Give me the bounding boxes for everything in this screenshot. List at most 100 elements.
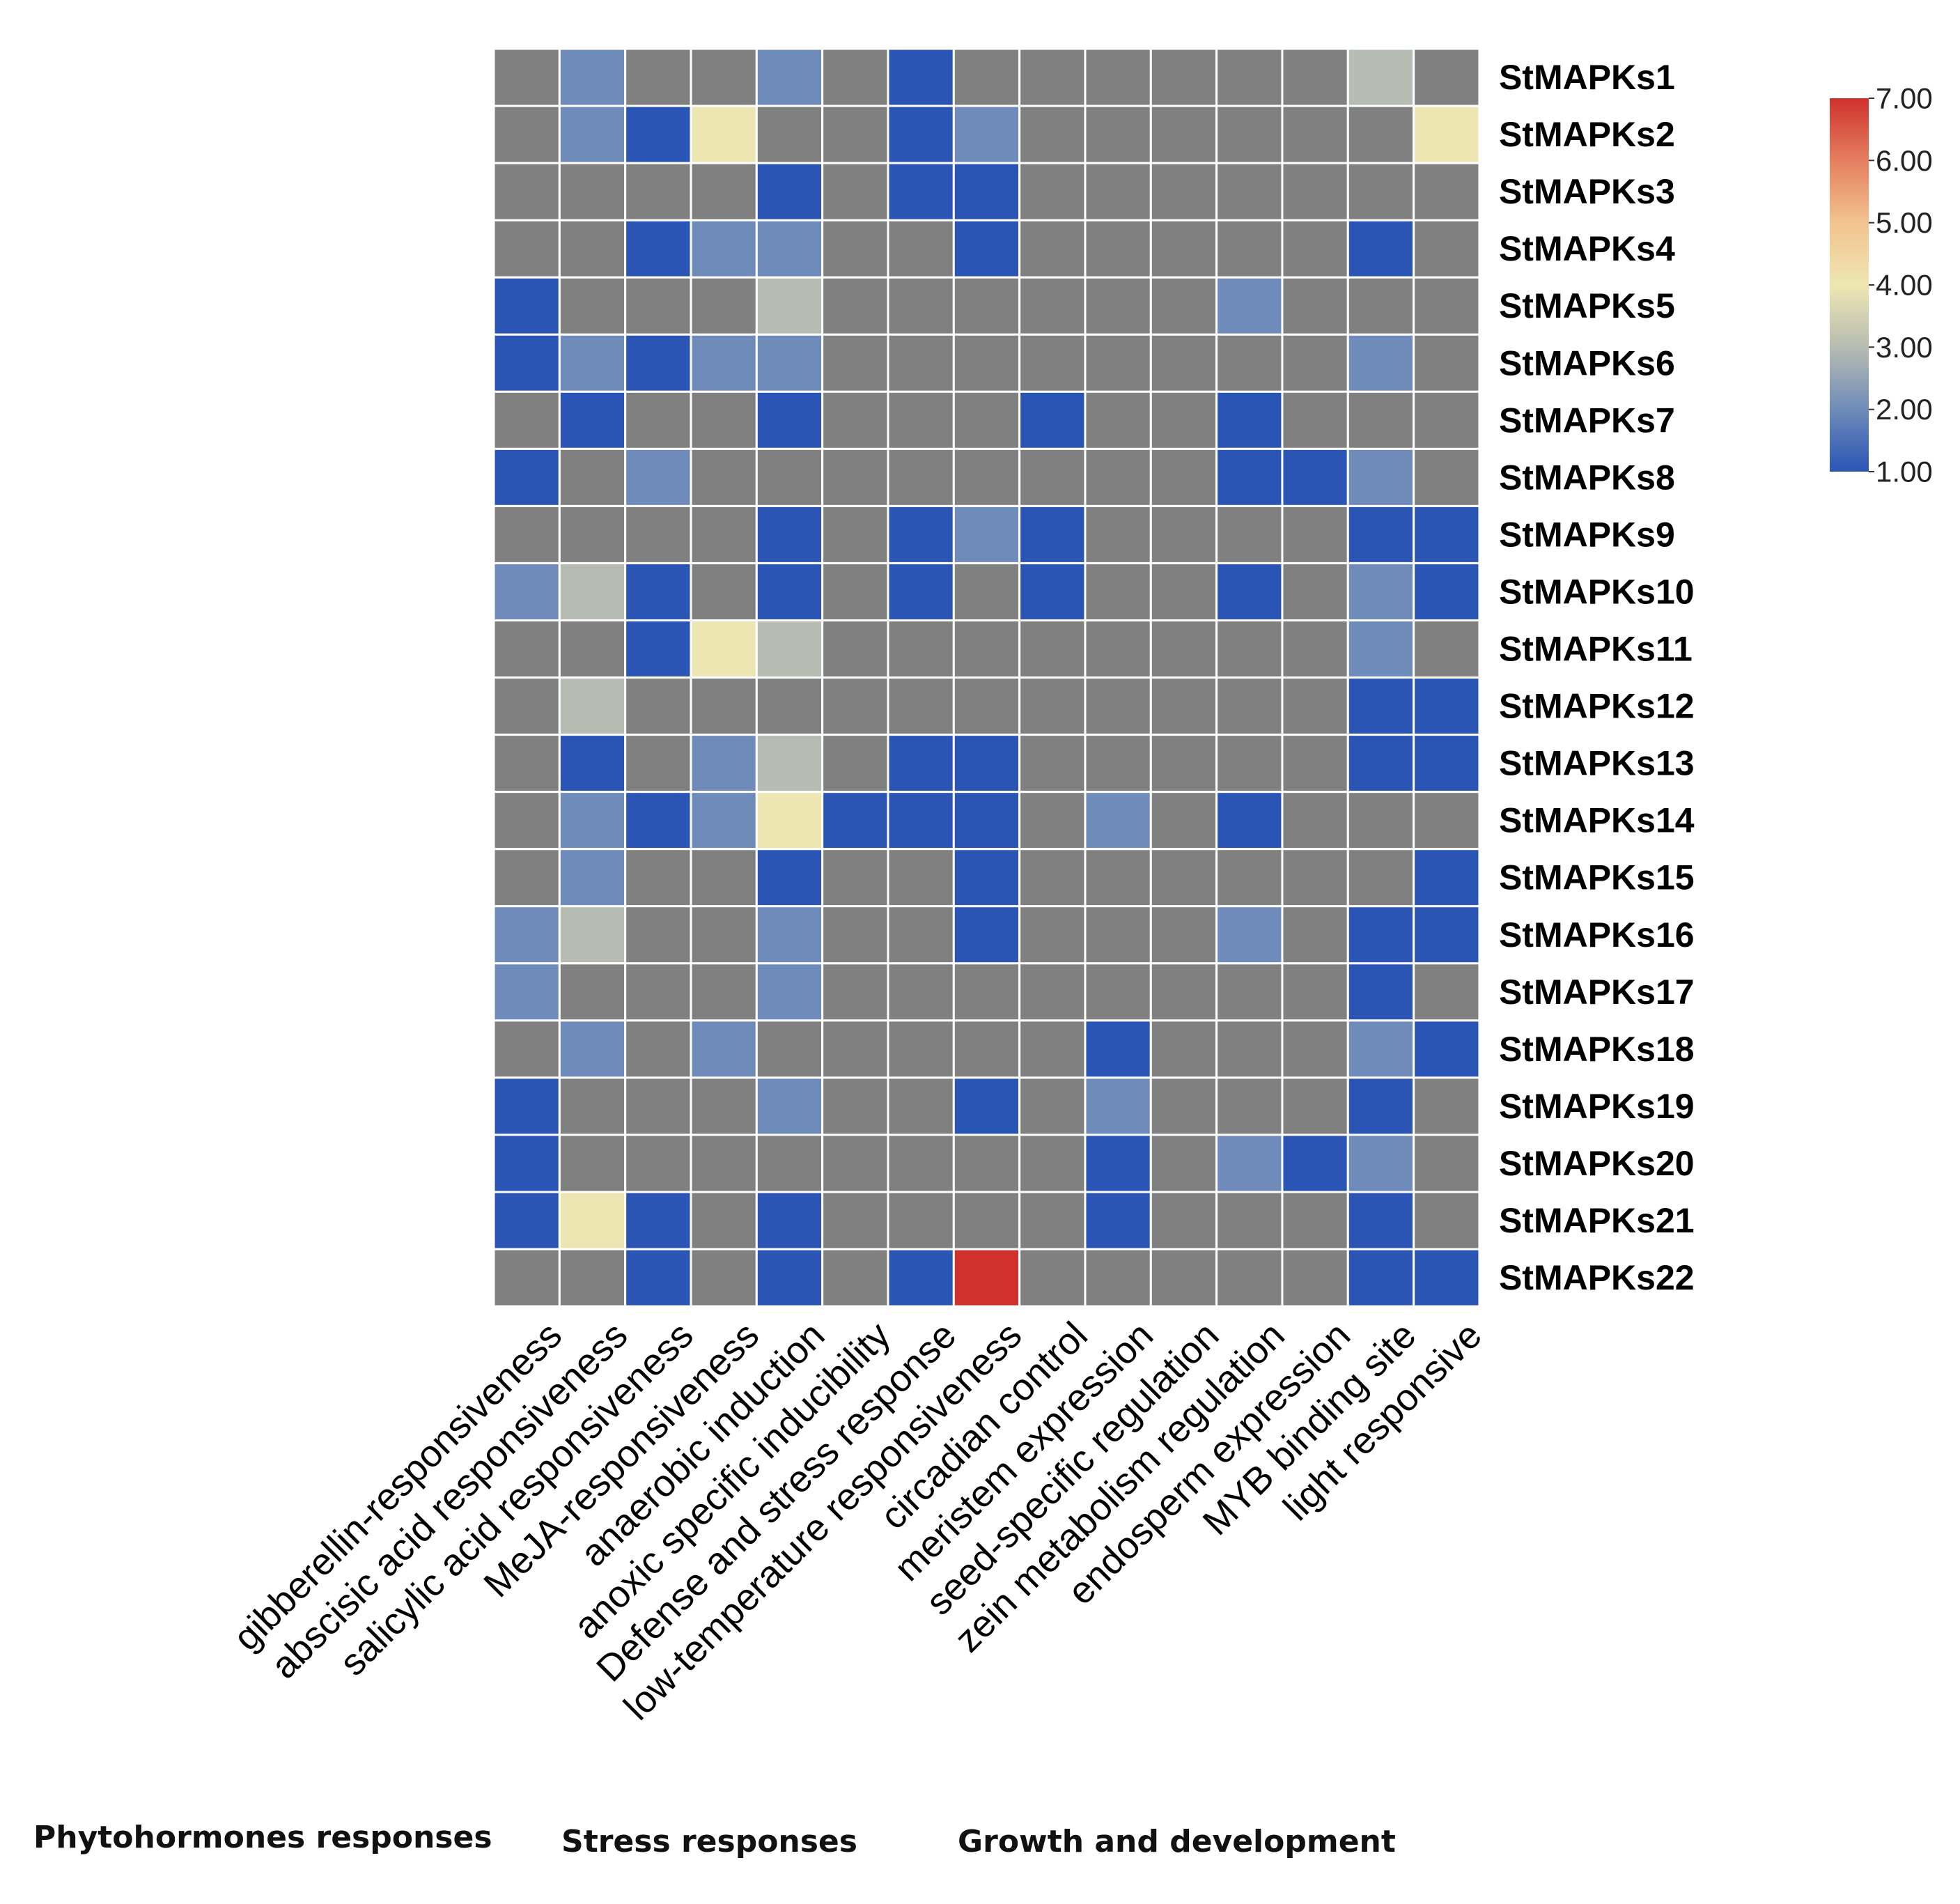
row-label: StMAPKs1 [1499,58,1675,97]
heatmap-cell [821,905,889,965]
heatmap-cell [1215,791,1284,851]
heatmap-cell [1018,105,1087,164]
heatmap-cell [492,962,561,1022]
heatmap-cell [821,676,889,736]
heatmap-cell [1281,791,1349,851]
colorbar-tick-label: 3.00 [1876,331,1933,364]
heatmap-cell [624,1019,692,1079]
heatmap-cell [952,219,1021,279]
heatmap-cell [1413,447,1481,507]
heatmap-cell [690,1248,758,1308]
heatmap-cell [1084,676,1152,736]
heatmap-cell [1281,219,1349,279]
heatmap-cell [1084,791,1152,851]
heatmap-cell [1149,390,1218,450]
heatmap-cell [492,447,561,507]
heatmap-cell [1018,390,1087,450]
heatmap-cell [1149,619,1218,679]
heatmap-cell [492,1133,561,1193]
row-label: StMAPKs3 [1499,172,1675,211]
heatmap-cell [1281,504,1349,564]
heatmap-cell [887,105,955,164]
row-label: StMAPKs20 [1499,1144,1695,1183]
heatmap-cell [952,1191,1021,1251]
heatmap-cell [558,962,627,1022]
heatmap-cell [755,734,824,794]
heatmap-cell [1018,848,1087,908]
heatmap-cell [1018,276,1087,336]
colorbar-tick-label: 1.00 [1876,456,1933,488]
row-label: StMAPKs2 [1499,115,1675,154]
heatmap-cell [887,447,955,507]
heatmap-cell [821,1019,889,1079]
heatmap-cell [821,447,889,507]
heatmap-cell [1346,504,1415,564]
heatmap-cell [558,848,627,908]
heatmap-cell [1084,1191,1152,1251]
heatmap-cell [952,333,1021,393]
heatmap-cell [821,1133,889,1193]
heatmap-cell [690,276,758,336]
heatmap-cell [1084,105,1152,164]
heatmap-cell [558,219,627,279]
heatmap-cell [624,333,692,393]
heatmap-cell [1215,905,1284,965]
heatmap-cell [1281,1191,1349,1251]
heatmap-cell [755,1133,824,1193]
heatmap-cell [1018,791,1087,851]
row-label: StMAPKs6 [1499,343,1675,382]
heatmap-cell [1413,390,1481,450]
heatmap-cell [952,734,1021,794]
heatmap-cell [1346,676,1415,736]
colorbar-tick-label: 7.00 [1876,82,1933,115]
heatmap-cell [1149,276,1218,336]
heatmap-cell [1346,276,1415,336]
heatmap-cell [952,1019,1021,1079]
heatmap-cell [1084,504,1152,564]
heatmap-cell [755,219,824,279]
heatmap-cell [624,219,692,279]
heatmap-cell [558,1019,627,1079]
heatmap-cell [624,47,692,107]
heatmap-cell [952,504,1021,564]
heatmap-cell [755,905,824,965]
heatmap-cell [1413,905,1481,965]
heatmap-cell [821,791,889,851]
heatmap-cell [1413,791,1481,851]
heatmap-cell [690,1076,758,1136]
colorbar-tick-label: 4.00 [1876,269,1933,302]
heatmap-cell [1084,905,1152,965]
heatmap-cell [1084,333,1152,393]
heatmap-cell [1084,1133,1152,1193]
heatmap-cell [1018,619,1087,679]
heatmap-cell [1413,333,1481,393]
heatmap-cell [1281,676,1349,736]
heatmap-cell [690,962,758,1022]
heatmap-cell [1413,1019,1481,1079]
heatmap-cell [1346,333,1415,393]
heatmap-cell [558,504,627,564]
row-label: StMAPKs15 [1499,858,1695,897]
heatmap-cell [1215,219,1284,279]
heatmap-cell [690,791,758,851]
heatmap-cell [755,1191,824,1251]
heatmap-cell [1346,619,1415,679]
heatmap-cell [1215,676,1284,736]
heatmap-cell [887,734,955,794]
heatmap-cell [1215,162,1284,222]
colorbar-tick-label: 2.00 [1876,393,1933,426]
heatmap-cell [887,504,955,564]
heatmap-cell [1149,562,1218,622]
heatmap-cell [1281,1133,1349,1193]
colorbar-tick-label: 5.00 [1876,206,1933,239]
heatmap-cell [624,734,692,794]
group-label-growth: Growth and development [958,1824,1396,1859]
heatmap-cell [755,276,824,336]
row-label: StMAPKs18 [1499,1030,1695,1069]
heatmap-cell [1346,791,1415,851]
heatmap-cell [1215,447,1284,507]
row-label: StMAPKs17 [1499,973,1695,1012]
colorbar-tick-label: 6.00 [1876,144,1933,177]
heatmap-cell [821,734,889,794]
heatmap-cell [1413,219,1481,279]
